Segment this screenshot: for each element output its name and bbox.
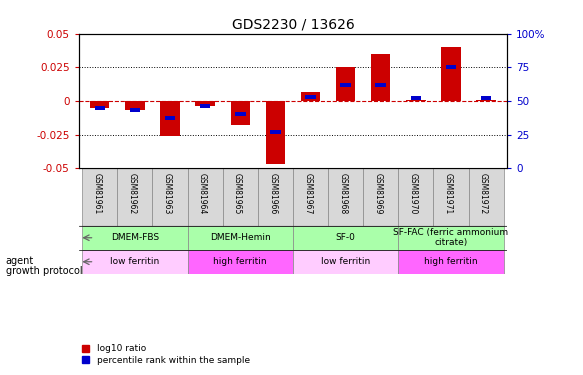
Bar (446, 65, 456, 69)
Bar (476, 100, 496, 101)
Bar (375, 83, 386, 87)
Bar (82, 226, 188, 250)
Bar (410, 96, 421, 100)
Bar (301, 92, 320, 101)
Bar (188, 168, 223, 226)
Text: GSM81964: GSM81964 (198, 173, 207, 214)
Bar (293, 168, 328, 226)
Bar (82, 168, 117, 226)
Legend: log10 ratio, percentile rank within the sample: log10 ratio, percentile rank within the … (80, 342, 251, 367)
Bar (258, 168, 293, 226)
Text: low ferritin: low ferritin (110, 257, 160, 266)
Text: GSM81972: GSM81972 (479, 173, 488, 214)
Bar (188, 226, 293, 250)
Bar (481, 96, 491, 100)
Title: GDS2230 / 13626: GDS2230 / 13626 (231, 17, 354, 31)
Text: GSM81971: GSM81971 (444, 173, 453, 214)
Bar (231, 101, 250, 125)
Text: SF-0: SF-0 (336, 233, 356, 242)
Text: GSM81963: GSM81963 (163, 173, 172, 214)
Bar (328, 168, 363, 226)
Text: DMEM-Hemin: DMEM-Hemin (210, 233, 271, 242)
Bar (305, 95, 316, 99)
Bar (270, 130, 280, 134)
Text: low ferritin: low ferritin (321, 257, 370, 266)
Text: agent: agent (6, 256, 34, 266)
Bar (398, 168, 433, 226)
Text: SF-FAC (ferric ammonium
citrate): SF-FAC (ferric ammonium citrate) (394, 228, 508, 248)
Bar (200, 104, 210, 108)
Bar (398, 226, 504, 250)
Bar (398, 250, 504, 274)
Bar (293, 226, 398, 250)
Bar (125, 101, 145, 110)
Bar (363, 168, 398, 226)
Bar (433, 168, 469, 226)
Text: high ferritin: high ferritin (424, 257, 478, 266)
Bar (340, 83, 351, 87)
Bar (188, 250, 293, 274)
Bar (266, 101, 285, 164)
Text: GSM81966: GSM81966 (268, 173, 277, 214)
Text: GSM81967: GSM81967 (303, 173, 312, 214)
Bar (293, 250, 398, 274)
Bar (336, 68, 355, 101)
Bar (371, 54, 391, 101)
Text: GSM81970: GSM81970 (409, 173, 417, 214)
Text: GSM81961: GSM81961 (93, 173, 101, 214)
Text: growth protocol: growth protocol (6, 266, 82, 276)
Bar (82, 250, 188, 274)
Text: GSM81969: GSM81969 (374, 173, 382, 214)
Bar (195, 101, 215, 106)
Bar (94, 106, 105, 109)
Text: GSM81962: GSM81962 (128, 173, 136, 214)
Bar (235, 112, 245, 116)
Text: GSM81968: GSM81968 (338, 173, 347, 214)
Bar (165, 116, 175, 120)
Text: GSM81965: GSM81965 (233, 173, 242, 214)
Bar (90, 101, 110, 108)
Bar (441, 47, 461, 101)
Bar (223, 168, 258, 226)
Text: high ferritin: high ferritin (213, 257, 267, 266)
Bar (469, 168, 504, 226)
Bar (406, 100, 426, 101)
Bar (129, 108, 140, 112)
Bar (160, 101, 180, 136)
Bar (117, 168, 153, 226)
Bar (153, 168, 188, 226)
Text: DMEM-FBS: DMEM-FBS (111, 233, 159, 242)
